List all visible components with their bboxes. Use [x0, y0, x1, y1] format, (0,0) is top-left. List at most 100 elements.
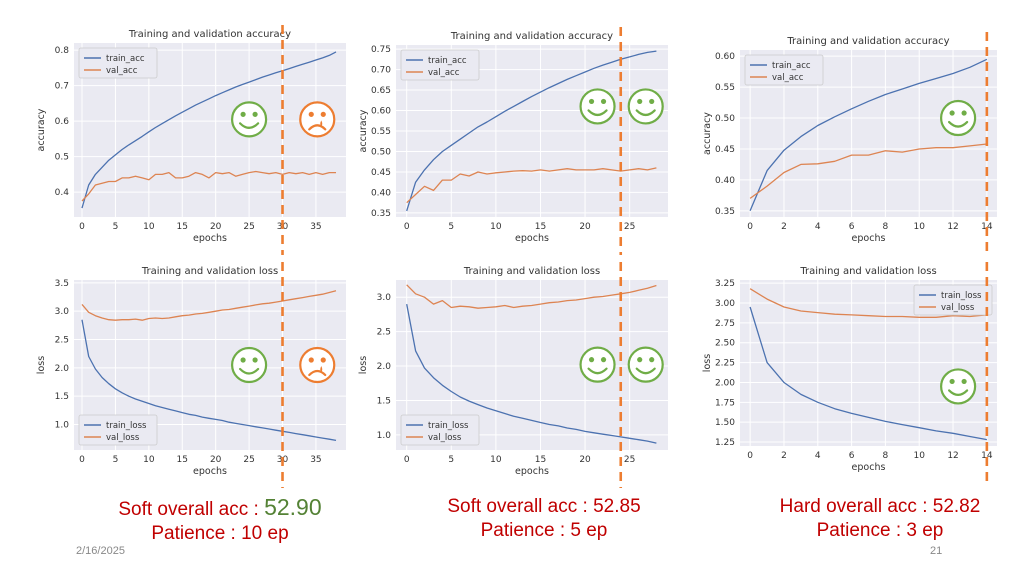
y-tick-label: 0.75: [371, 45, 391, 55]
x-tick-label: 35: [310, 455, 321, 465]
series-line-val_acc: [749, 143, 987, 199]
series-line-val_loss: [81, 290, 337, 321]
x-tick-label: 20: [210, 222, 222, 232]
face-eye: [588, 357, 595, 363]
face-eye: [308, 357, 314, 363]
legend: train_acc val_acc: [400, 49, 480, 81]
x-axis-label: epochs: [852, 233, 886, 244]
face-outline: [940, 99, 977, 137]
x-tick-label: 0: [747, 222, 753, 232]
y-tick-label: 1.5: [55, 392, 69, 402]
y-tick-label: 0.5: [55, 153, 69, 163]
legend-label: val_loss: [941, 303, 975, 313]
chart-title: Training and validation accuracy: [450, 31, 613, 42]
face-mouth: [635, 367, 656, 375]
caption-accuracy-line: Soft overall acc : 52.85: [447, 496, 641, 517]
face-eye: [240, 111, 246, 117]
y-tick-label: 2.0: [55, 364, 70, 374]
legend-label: train_loss: [428, 421, 469, 431]
y-tick-label: 0.40: [715, 176, 735, 186]
caption-patience-line: Patience : 5 ep: [480, 520, 608, 541]
y-tick-label: 2.50: [715, 339, 735, 349]
loss-chart-patience-10: 1.01.52.02.53.03.505101520253035Training…: [34, 262, 354, 488]
caption-accuracy-label: Soft overall acc :: [118, 499, 265, 520]
chart-title: Training and validation accuracy: [786, 36, 949, 47]
legend-label: train_loss: [941, 291, 982, 301]
smiley-face-icon: [627, 346, 664, 383]
x-tick-label: 12: [947, 222, 958, 232]
y-tick-label: 2.0: [377, 362, 392, 372]
chart-title: Training and validation loss: [799, 266, 936, 277]
y-tick-label: 0.60: [715, 52, 735, 62]
face-mouth: [635, 109, 656, 117]
x-axis-label: epochs: [515, 466, 549, 477]
y-axis-label: accuracy: [36, 108, 47, 151]
face-mouth: [238, 122, 260, 129]
x-tick-label: 10: [913, 222, 925, 232]
x-tick-label: 6: [849, 451, 855, 461]
y-tick-label: 1.5: [377, 396, 391, 406]
face-eye: [588, 98, 595, 105]
x-tick-label: 25: [624, 455, 635, 465]
smiley-face-icon: [579, 346, 616, 383]
y-tick-label: 0.40: [371, 188, 391, 198]
face-eye: [252, 357, 258, 363]
smiley-face-icon: [230, 101, 268, 138]
legend: train_loss val_loss: [400, 414, 480, 446]
face-outline: [627, 346, 664, 383]
face-eye: [240, 357, 246, 363]
x-tick-label: 25: [243, 455, 254, 465]
legend-label: val_acc: [772, 73, 804, 83]
legend: train_acc val_acc: [78, 47, 158, 79]
x-tick-label: 10: [143, 455, 155, 465]
x-tick-label: 8: [883, 451, 889, 461]
series-line-val_acc: [81, 170, 336, 202]
y-axis-label: loss: [36, 356, 47, 374]
face-outline: [579, 346, 616, 383]
y-axis-label: accuracy: [702, 112, 713, 155]
smiley-face-icon: [940, 368, 977, 405]
face-eye: [320, 111, 326, 117]
face-outline: [299, 346, 336, 384]
x-tick-label: 15: [535, 222, 546, 232]
legend: train_loss val_loss: [78, 414, 158, 446]
x-tick-label: 5: [448, 222, 454, 232]
y-tick-label: 0.55: [371, 127, 391, 137]
x-tick-label: 5: [113, 222, 119, 232]
face-mouth: [587, 367, 608, 375]
x-tick-label: 10: [490, 222, 502, 232]
x-tick-label: 4: [815, 222, 821, 232]
accuracy-chart-patience-10: 0.40.50.60.70.805101520253035Training an…: [34, 25, 354, 255]
y-tick-label: 1.0: [55, 421, 70, 431]
smiley-face-icon: [230, 346, 268, 384]
y-tick-label: 0.6: [55, 117, 70, 127]
x-tick-label: 0: [404, 222, 410, 232]
face-outline: [627, 88, 664, 125]
face-eye: [308, 111, 314, 117]
x-tick-label: 2: [781, 451, 787, 461]
loss-chart-patience-5: 1.0 1.5 2.0 2.5 3.0 0 5 10 15 20 25 Training and va…: [356, 262, 676, 488]
face-mouth: [587, 109, 608, 117]
x-tick-label: 15: [177, 455, 188, 465]
chart-title: Training and validation accuracy: [128, 29, 291, 40]
y-tick-label: 1.50: [715, 418, 735, 428]
face-eye: [949, 378, 955, 385]
x-tick-label: 20: [210, 455, 222, 465]
y-axis-label: loss: [702, 354, 713, 372]
x-tick-label: 25: [243, 222, 254, 232]
x-tick-label: 20: [579, 222, 591, 232]
x-tick-label: 6: [849, 222, 855, 232]
x-tick-label: 5: [448, 455, 454, 465]
face-mouth: [308, 124, 327, 131]
face-outline: [230, 101, 268, 138]
caption-accuracy-value: 52.90: [264, 494, 322, 520]
x-tick-label: 8: [883, 222, 889, 232]
face-eye: [949, 110, 955, 116]
legend-label: val_acc: [428, 68, 460, 78]
face-eye: [252, 111, 258, 117]
series-line-val_acc: [406, 167, 657, 204]
x-axis-label: epochs: [193, 233, 227, 244]
y-tick-label: 0.35: [715, 207, 735, 217]
y-axis-label: accuracy: [358, 109, 369, 152]
caption-patience-10: Soft overall acc : 52.90 Patience : 10 e…: [80, 495, 360, 546]
